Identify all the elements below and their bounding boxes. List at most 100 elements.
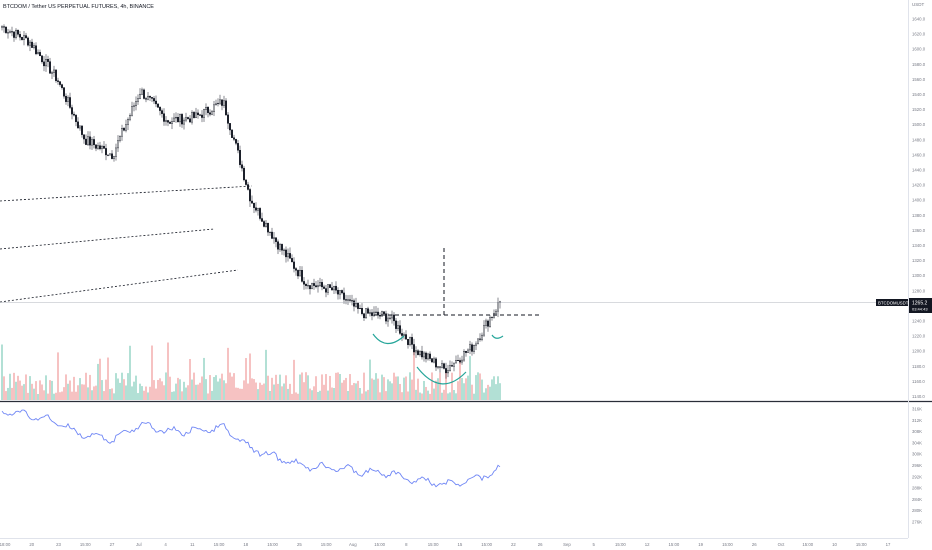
candle-body	[333, 285, 336, 291]
volume-bar	[231, 376, 233, 400]
candle-body	[248, 189, 251, 202]
volume-bar	[177, 377, 179, 400]
candle-body	[23, 35, 26, 40]
volume-bar	[183, 381, 185, 400]
volume-bar	[131, 386, 133, 400]
volume-bar	[227, 347, 229, 400]
volume-bar	[237, 387, 239, 400]
candle-body	[152, 98, 155, 102]
volume-bar	[109, 389, 111, 400]
volume-bar	[87, 387, 89, 400]
volume-bar	[57, 352, 59, 400]
volume-bar	[141, 386, 143, 400]
candle-body	[315, 285, 318, 288]
right-shoulder-arc[interactable]	[491, 334, 504, 339]
time-axis[interactable]: 18:00 20 23 15:00 27 Jul 4 11 15:00 18 15:00 25 15:0…	[0, 542, 891, 547]
candle-body	[439, 366, 442, 368]
candle-body	[453, 362, 456, 367]
volume-bar	[473, 393, 475, 400]
volume-bar	[93, 386, 95, 400]
candle-body	[252, 202, 255, 208]
time-tick-label: 15:00	[374, 542, 385, 547]
settings-corner[interactable]	[909, 539, 932, 550]
candle-body	[35, 45, 38, 55]
indicator-tick-label: 284K	[912, 497, 922, 502]
candle-body	[178, 114, 181, 123]
candle-body	[41, 55, 44, 63]
volume-bar	[101, 380, 103, 400]
time-tick-label: 8	[405, 542, 408, 547]
candle-body	[489, 317, 492, 327]
candle-body	[451, 365, 454, 367]
candle-body	[463, 351, 466, 361]
volume-bar	[29, 376, 31, 400]
candle-body	[335, 285, 338, 291]
volume-bar	[277, 383, 279, 400]
candle-body	[331, 287, 334, 291]
candle-body	[144, 98, 147, 100]
indicator-axis[interactable]: 316K 312K 308K 304K 300K 296K 292K 288K 284K 280K…	[912, 407, 922, 525]
candle-body	[84, 138, 87, 145]
volume-bar	[175, 383, 177, 400]
volume-bar	[463, 383, 465, 400]
candle-body	[3, 26, 6, 28]
indicator-tick-label: 280K	[912, 508, 922, 513]
indicator-tick-label: 304K	[912, 440, 922, 445]
dotted-trendline-3[interactable]	[0, 269, 239, 303]
volume-bar	[19, 380, 21, 400]
candle-body	[471, 344, 474, 352]
time-tick-label: 15:00	[80, 542, 91, 547]
candle-body	[170, 121, 173, 124]
volume-bar	[489, 386, 491, 400]
candle-body	[457, 360, 460, 362]
candle-body	[413, 344, 416, 353]
volume-bar	[11, 387, 13, 400]
volume-bar	[381, 374, 383, 400]
volume-bar	[43, 390, 45, 400]
candle-body	[329, 284, 332, 288]
time-tick-label: 19	[698, 542, 703, 547]
candle-body	[92, 139, 95, 146]
candle-body	[220, 99, 223, 106]
candle-body	[114, 147, 117, 157]
volume-bar	[345, 377, 347, 400]
time-tick-label: 12	[645, 542, 650, 547]
volume-bar	[61, 391, 63, 400]
candle-body	[116, 140, 119, 149]
time-tick-label: 10	[832, 542, 837, 547]
volume-bar	[201, 376, 203, 400]
candle-body	[399, 325, 402, 334]
volume-bar	[403, 377, 405, 400]
price-axis[interactable]: 1640.0 1620.0 1600.0 1580.0 1560.0 1540.0 1520…	[912, 17, 926, 400]
candle-body	[459, 360, 462, 363]
volume-bar	[401, 392, 403, 400]
candle-body	[156, 103, 159, 108]
left-shoulder-arc[interactable]	[372, 333, 405, 345]
candle-body	[475, 343, 478, 346]
volume-bar	[107, 357, 109, 400]
candle-body	[104, 148, 107, 156]
candle-body	[218, 99, 221, 104]
volume-bar	[441, 392, 443, 400]
candle-body	[421, 350, 424, 358]
volume-bar	[461, 377, 463, 400]
volume-bar	[465, 378, 467, 400]
candle-body	[214, 103, 217, 106]
price-pane[interactable]	[0, 0, 908, 400]
volume-bar	[491, 379, 493, 400]
volume-bar	[91, 390, 93, 400]
volume-bar	[139, 383, 141, 400]
candle-body	[154, 100, 157, 105]
candle-body	[339, 290, 342, 295]
candle-body	[146, 95, 149, 100]
volume-bar	[21, 385, 23, 400]
candle-body	[234, 139, 237, 144]
volume-bar	[429, 393, 431, 400]
volume-bar	[301, 372, 303, 400]
candle-body	[172, 117, 175, 122]
candle-body	[68, 97, 71, 108]
price-tick-label: 1580.0	[912, 62, 926, 67]
volume-bar	[77, 385, 79, 400]
head-arc[interactable]	[416, 366, 467, 385]
